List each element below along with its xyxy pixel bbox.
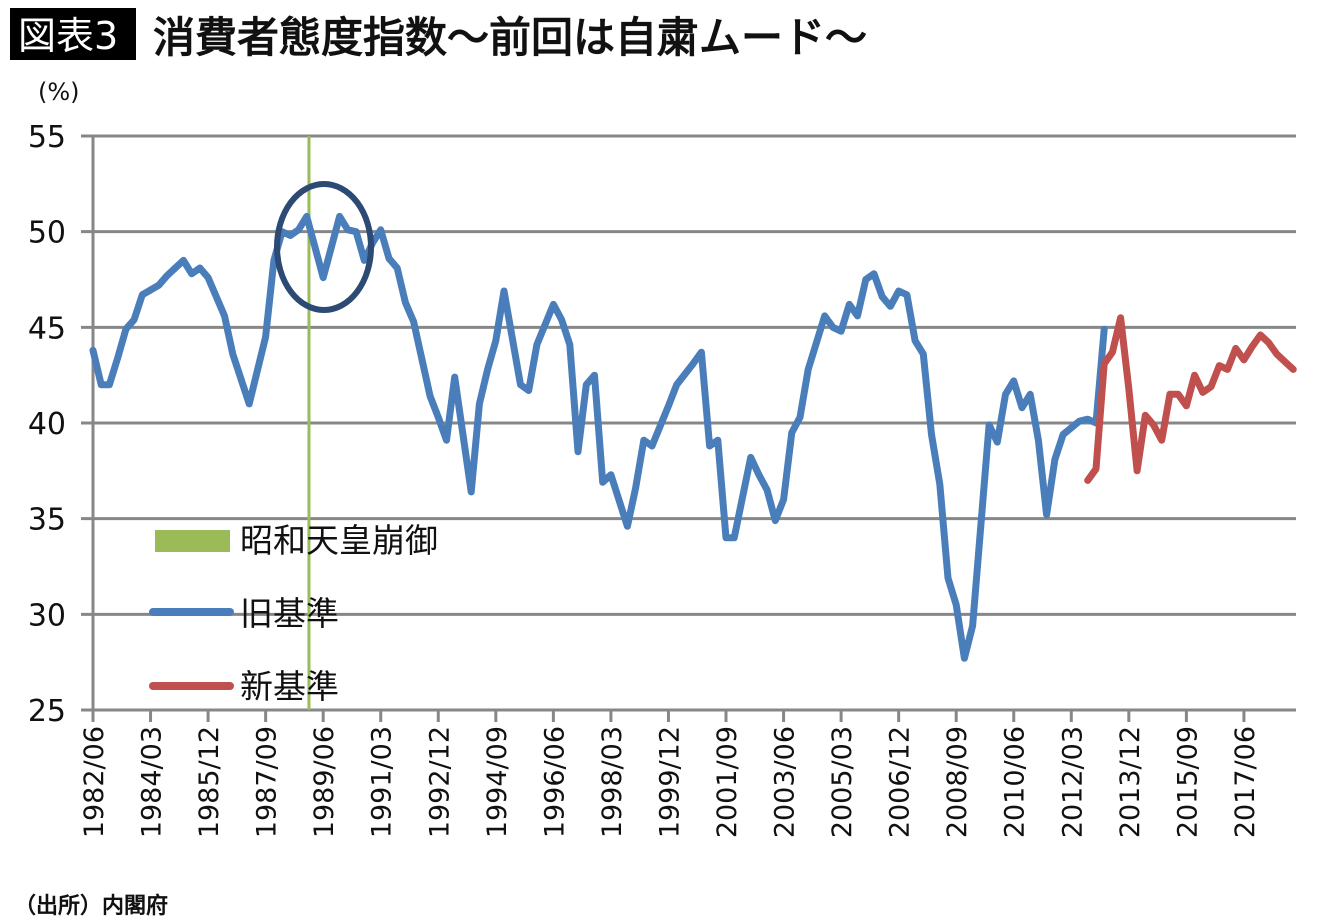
x-tick-label: 1994/09: [482, 726, 513, 838]
legend-label-old: 旧基準: [240, 594, 339, 633]
x-tick-label: 2015/09: [1172, 726, 1203, 838]
y-tick-labels: 25 30 35 40 45 50 55: [28, 120, 66, 729]
chart-title: 消費者態度指数〜前回は自粛ムード〜: [153, 13, 867, 62]
series-line-old-standard: [89, 212, 1108, 662]
y-tick-label: 25: [28, 694, 66, 729]
x-tick-label: 1992/12: [424, 726, 455, 838]
legend-label-marker: 昭和天皇崩御: [240, 521, 438, 560]
x-tick-label: 1998/03: [597, 726, 628, 838]
x-tick-label: 2001/09: [712, 726, 743, 838]
y-tick-label: 30: [28, 598, 66, 633]
source-note: （出所）内閣府: [14, 893, 168, 919]
figure-badge: 図表3: [18, 14, 118, 58]
x-tick-label: 2008/09: [942, 726, 973, 838]
x-tick-label: 2012/03: [1057, 726, 1088, 838]
legend: 昭和天皇崩御 旧基準 新基準: [149, 521, 438, 706]
x-tick-label: 1985/12: [194, 726, 225, 838]
series-line-new-standard: [1084, 314, 1297, 484]
x-tick-label: 2017/06: [1230, 726, 1261, 838]
series-lines: [89, 212, 1297, 662]
y-tick-label: 50: [28, 216, 66, 251]
x-tick-label: 1989/06: [309, 726, 340, 838]
y-tick-label: 45: [28, 311, 66, 346]
y-tick-label: 40: [28, 407, 66, 442]
x-tick-label: 1987/09: [252, 726, 283, 838]
gridlines: [81, 134, 1296, 722]
highlight-ellipse: [274, 181, 374, 313]
x-tick-label: 2003/06: [770, 726, 801, 838]
x-tick-label: 2006/12: [885, 726, 916, 838]
legend-swatch-marker: [155, 530, 230, 552]
x-tick-label: 1996/06: [539, 726, 570, 838]
y-axis-unit: (%): [38, 78, 80, 106]
x-tick-label: 2013/12: [1115, 726, 1146, 838]
y-tick-label: 35: [28, 503, 66, 538]
x-tick-labels: 1982/06 1984/03 1985/12 1987/09 1989/06 1991/…: [79, 726, 1261, 838]
x-tick-label: 2010/06: [1000, 726, 1031, 838]
x-tick-label: 1991/03: [367, 726, 398, 838]
legend-label-new: 新基準: [240, 667, 339, 706]
figure-badge-bg: [10, 8, 136, 60]
x-tick-label: 2005/03: [827, 726, 858, 838]
x-tick-label: 1999/12: [654, 726, 685, 838]
y-tick-label: 55: [28, 120, 66, 155]
x-tick-label: 1984/03: [137, 726, 168, 838]
x-tick-label: 1982/06: [79, 726, 110, 838]
